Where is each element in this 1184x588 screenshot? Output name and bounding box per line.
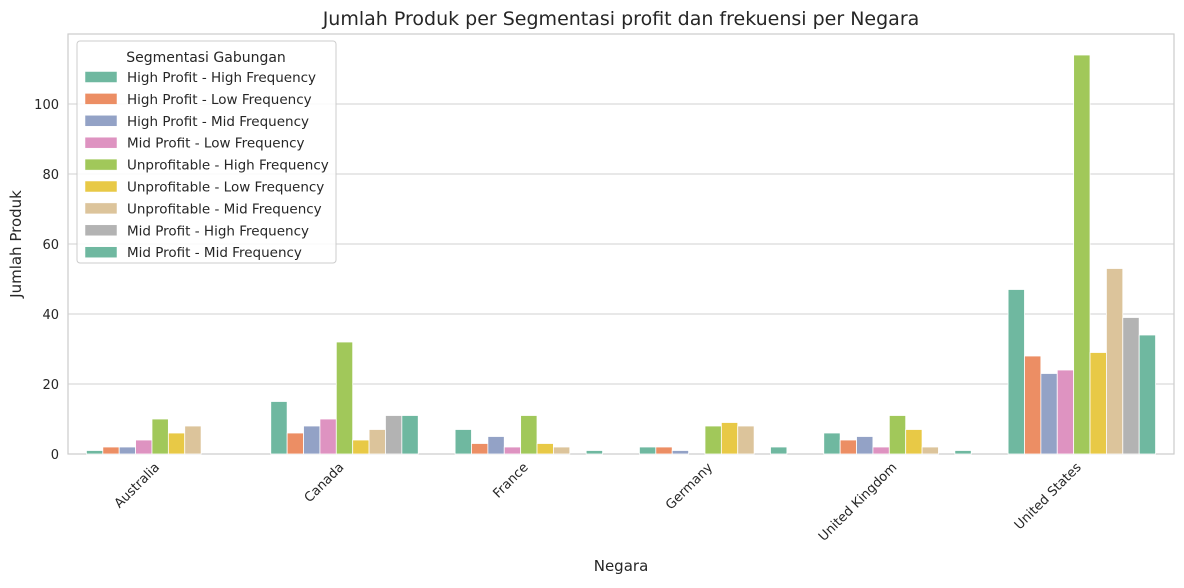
bar (471, 443, 489, 455)
bar (503, 446, 522, 455)
x-tick-label: United States (1012, 460, 1085, 533)
bar (135, 439, 153, 455)
x-tick-label: Australia (112, 460, 163, 511)
bar (454, 429, 472, 455)
legend-swatch (84, 180, 118, 193)
legend-swatch (84, 158, 118, 171)
legend-swatch (84, 93, 118, 105)
bar (1106, 268, 1124, 455)
legend-swatch (84, 202, 118, 215)
bar (1056, 369, 1075, 455)
chart-title: Jumlah Produk per Segmentasi profit dan … (322, 8, 920, 30)
bar (671, 450, 689, 455)
bar (655, 446, 673, 455)
x-tick-label: United Kingdom (816, 460, 900, 544)
y-axis-label: Jumlah Produk (7, 190, 25, 299)
bars (86, 54, 1156, 455)
y-tick-label: 40 (42, 308, 59, 323)
bar (553, 446, 571, 455)
x-tick-label: Germany (663, 460, 716, 513)
bar (286, 432, 304, 455)
x-tick-label: France (490, 460, 531, 501)
bar (1073, 54, 1091, 455)
bar (536, 443, 554, 455)
legend-label: Unprofitable - Low Frequency (127, 180, 324, 196)
bar (954, 450, 972, 455)
legend-label: High Profit - Low Frequency (127, 92, 312, 108)
legend-swatch (84, 136, 118, 149)
legend-label: Mid Profit - High Frequency (127, 223, 309, 239)
legend: Segmentasi Gabungan High Profit - High F… (76, 40, 337, 264)
legend-label: High Profit - High Frequency (127, 70, 316, 86)
bar (1040, 373, 1058, 455)
bar (1138, 334, 1156, 455)
legend-swatch (84, 71, 118, 83)
bar (823, 432, 841, 455)
bar (1024, 355, 1042, 455)
y-tick-label: 100 (34, 98, 59, 113)
bar (118, 446, 136, 455)
legend-label: Unprofitable - Mid Frequency (127, 201, 322, 217)
bar (720, 422, 739, 455)
legend-title: Segmentasi Gabungan (126, 50, 286, 66)
bar (1122, 317, 1140, 455)
y-tick-label: 20 (42, 378, 59, 393)
x-tick-labels: Australia Canada France Germany United Kingd… (112, 460, 1085, 545)
bar (270, 401, 288, 455)
bar (352, 439, 370, 455)
bar (921, 446, 939, 455)
bar (737, 425, 755, 455)
bar (102, 446, 120, 455)
legend-box (76, 40, 337, 264)
y-tick-label: 80 (42, 168, 59, 183)
bar (856, 436, 874, 455)
y-tick-labels: 0 20 40 60 80 100 (34, 98, 59, 463)
legend-label: Mid Profit - Low Frequency (127, 136, 305, 152)
bar (368, 429, 386, 455)
bar (1007, 289, 1025, 455)
legend-swatch (84, 115, 118, 127)
bar (704, 425, 722, 455)
x-tick-label: Canada (302, 460, 348, 506)
bar (872, 446, 890, 455)
bar (167, 432, 186, 455)
legend-label: Unprofitable - High Frequency (127, 158, 329, 174)
bar (151, 418, 169, 455)
legend-label: Mid Profit - Mid Frequency (127, 245, 302, 261)
bar (86, 450, 104, 455)
bar (385, 415, 403, 455)
bar (319, 418, 337, 455)
legend-swatch (84, 246, 118, 258)
legend-swatch (84, 224, 118, 237)
bar (839, 439, 857, 455)
bar (335, 341, 354, 455)
y-tick-label: 60 (42, 238, 59, 253)
bar (888, 415, 907, 455)
bar (905, 429, 923, 455)
bar (520, 415, 538, 455)
bar (487, 436, 505, 455)
bar (585, 450, 603, 455)
bar (1089, 352, 1107, 455)
legend-items: High Profit - High Frequency High Profit … (84, 70, 329, 261)
bar (770, 446, 788, 455)
bar (401, 415, 419, 455)
bar (303, 425, 321, 455)
y-tick-label: 0 (51, 448, 59, 463)
legend-label: High Profit - Mid Frequency (127, 114, 309, 130)
bar (184, 425, 202, 455)
x-axis-label: Negara (594, 557, 649, 575)
bar (639, 446, 657, 455)
